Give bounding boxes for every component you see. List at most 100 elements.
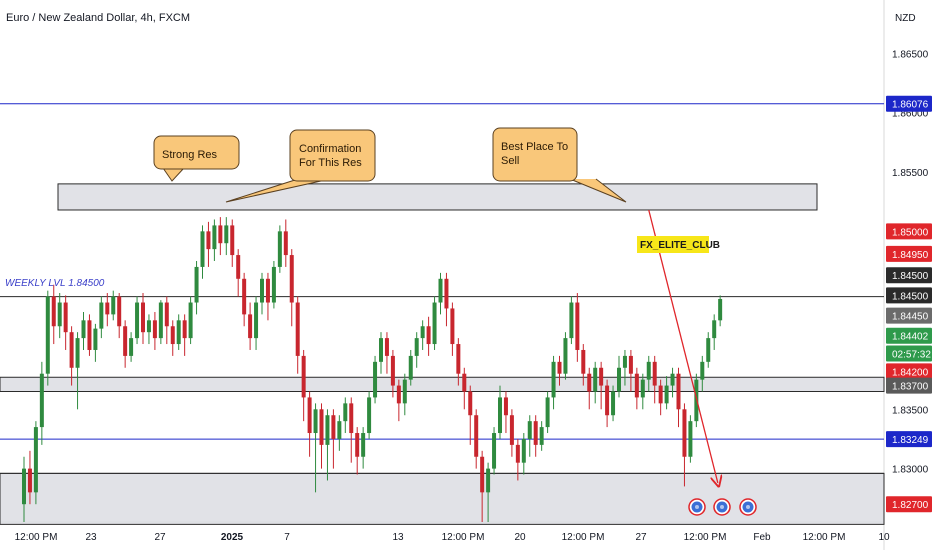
economic-event-icons[interactable] [688, 498, 757, 516]
candle-body [468, 391, 473, 416]
candle-body [194, 266, 199, 303]
candle-body [426, 326, 431, 345]
price-tag-background [886, 245, 932, 262]
zone-rectangle [57, 183, 818, 211]
candle-body [402, 379, 407, 404]
candle-body [331, 415, 336, 439]
time-tick-label: 12:00 PM [442, 532, 485, 543]
candle-body [396, 385, 401, 404]
candle-body [188, 302, 193, 339]
candle-body [129, 338, 134, 356]
callout-best-place[interactable]: Best Place To Sell [492, 127, 627, 203]
callout-strong-res-box [153, 135, 240, 170]
candle-body [379, 338, 383, 362]
price-tag-background [886, 287, 932, 304]
candle-body [646, 361, 651, 380]
candle-body [367, 397, 372, 434]
time-tick-label: 13 [392, 532, 404, 543]
candle-body [39, 373, 44, 428]
candle-body [141, 302, 145, 333]
candle-body [361, 433, 366, 457]
candle-body [224, 225, 229, 244]
candle-body [289, 255, 294, 303]
candle-body [164, 302, 169, 327]
price-tag-label: 02:57:32 [892, 350, 931, 361]
drawings-layer [648, 209, 718, 483]
candle-body [319, 409, 324, 445]
currency-label: NZD [895, 13, 916, 24]
callout-confirmation-line2: For This Res [299, 157, 362, 169]
candle-body [45, 296, 50, 374]
candle-body [230, 225, 235, 256]
candle-body [688, 421, 693, 457]
candle-body [444, 278, 449, 309]
candle-body [307, 397, 312, 434]
candle-body [384, 338, 389, 356]
price-tick-label: 1.83500 [892, 405, 929, 416]
callout-confirmation[interactable]: Confirmation For This Res [225, 129, 376, 203]
candle-body [611, 391, 616, 416]
candle-body [462, 373, 467, 392]
price-axis-tags: 1.86076 1.85000 1.84950 1.84500 1.84500 1.844… [886, 95, 932, 513]
candle-body [498, 397, 502, 434]
price-tag-label: 1.83249 [892, 435, 929, 446]
candle-body [51, 296, 56, 327]
candle-body [527, 421, 532, 439]
callout-confirmation-line1: Confirmation [299, 143, 361, 155]
time-tick-label: 10 [878, 532, 890, 543]
candle-body [480, 456, 485, 493]
candle-body [93, 328, 98, 350]
candle-body [474, 415, 479, 457]
candle-body [503, 397, 508, 416]
candle-body [456, 344, 461, 374]
time-tick-label: 12:00 PM [803, 532, 846, 543]
candle-body [652, 361, 657, 386]
candle-body [87, 320, 92, 350]
candle-body [712, 320, 717, 339]
price-tag-background [886, 267, 932, 284]
candle-body [515, 444, 520, 463]
price-tick-label: 1.86500 [892, 49, 929, 60]
price-tag-label: 1.84500 [892, 291, 929, 302]
candle-body [569, 302, 574, 339]
candle-body [664, 385, 669, 404]
time-tick-label: 23 [85, 532, 97, 543]
candle-body [706, 338, 711, 362]
candle-body [295, 302, 300, 356]
candle-body [599, 367, 604, 386]
candle-body [622, 355, 627, 368]
candle-body [486, 468, 491, 493]
candle-body [700, 361, 705, 380]
candle-body [265, 278, 270, 303]
candle-body [408, 355, 413, 380]
club-badge-label: FX_ELITE_CLUB [640, 240, 720, 251]
event-flag-icon[interactable] [739, 498, 757, 516]
callout-strong-res[interactable]: Strong Res [153, 135, 240, 182]
candle-body [492, 433, 497, 469]
candle-body [533, 421, 538, 445]
candle-body [557, 361, 562, 374]
candle-body [337, 421, 342, 439]
time-tick-label: 12:00 PM [15, 532, 58, 543]
candle-body [325, 415, 330, 445]
time-tick-label: 20 [514, 532, 526, 543]
candle-body [176, 320, 181, 345]
price-tag-background [886, 223, 932, 240]
candle-body [551, 361, 556, 398]
candle-body [718, 298, 723, 321]
price-tag-background [886, 327, 932, 344]
candle-body [277, 231, 282, 267]
candle-body [206, 231, 211, 250]
plot-area[interactable] [0, 0, 884, 522]
candle-body [313, 409, 318, 434]
candle-body [271, 266, 276, 303]
event-flag-icon[interactable] [688, 498, 706, 516]
time-tick-label: 2025 [221, 532, 244, 543]
candle-body [593, 367, 598, 392]
price-tag-label: 1.84500 [892, 271, 929, 282]
time-tick-label: 27 [635, 532, 647, 543]
candle-body [254, 302, 259, 339]
event-flag-icon[interactable] [713, 498, 731, 516]
candle-body [349, 403, 354, 434]
